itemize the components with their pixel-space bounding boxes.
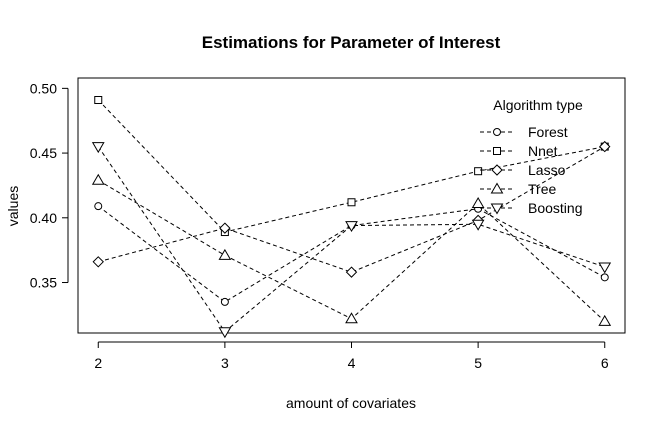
- legend-item-boosting: Boosting: [480, 200, 582, 216]
- legend-item-tree: Tree: [480, 181, 556, 197]
- x-tick-label: 3: [221, 355, 229, 371]
- boosting-point: [345, 221, 358, 233]
- forest-line: [97, 205, 605, 303]
- x-tick-label: 6: [601, 355, 609, 371]
- boosting-point: [91, 142, 105, 154]
- lasso-point: [599, 140, 611, 153]
- legend-marker-nnet: [493, 147, 501, 155]
- axes: 2 3 4 5 6 0.35 0.40 0.45 0.50: [30, 80, 609, 371]
- lasso-point: [219, 222, 231, 234]
- legend-marker-lasso: [491, 164, 503, 176]
- legend-marker-forest: [493, 128, 501, 136]
- series-group: [91, 96, 612, 339]
- y-axis-label: values: [5, 186, 21, 226]
- boosting-point: [218, 327, 232, 339]
- x-tick-label: 4: [348, 355, 356, 371]
- tree-point: [598, 314, 612, 326]
- nnet-line: [97, 99, 605, 233]
- legend-item-nnet: Nnet: [480, 143, 558, 159]
- x-axis-label: amount of covariates: [286, 395, 416, 411]
- legend-label: Tree: [528, 181, 556, 197]
- lasso-line: [98, 146, 605, 273]
- forest-point: [94, 202, 103, 211]
- y-tick-label: 0.35: [30, 275, 57, 291]
- y-tick-label: 0.50: [30, 80, 57, 96]
- legend-label: Lasso: [528, 162, 566, 178]
- nnet-point: [347, 198, 356, 207]
- legend: Algorithm type Forest Nnet Lasso Tree Boosti…: [480, 97, 583, 216]
- y-tick-label: 0.40: [30, 210, 57, 226]
- boosting-point: [471, 219, 485, 231]
- nnet-point: [474, 167, 483, 176]
- nnet-point: [94, 96, 103, 105]
- forest-point: [600, 273, 609, 282]
- forest-point: [220, 297, 229, 306]
- x-tick-label: 5: [474, 355, 482, 371]
- tree-point: [91, 173, 105, 185]
- legend-marker-boosting: [490, 203, 504, 215]
- boosting-point: [598, 262, 612, 274]
- series-forest: [94, 202, 609, 306]
- tree-point: [471, 197, 485, 209]
- chart-title: Estimations for Parameter of Interest: [202, 33, 501, 52]
- lasso-point: [92, 256, 104, 268]
- legend-label: Forest: [528, 124, 568, 140]
- y-tick-label: 0.45: [30, 145, 57, 161]
- legend-label: Nnet: [528, 143, 558, 159]
- tree-point: [218, 248, 232, 260]
- series-tree: [91, 173, 612, 326]
- series-boosting: [91, 142, 612, 339]
- legend-item-lasso: Lasso: [480, 162, 566, 178]
- legend-label: Boosting: [528, 200, 582, 216]
- x-tick-label: 2: [94, 355, 102, 371]
- legend-marker-tree: [490, 182, 504, 194]
- plot-frame: [77, 77, 626, 334]
- legend-item-forest: Forest: [480, 124, 568, 140]
- tree-point: [345, 312, 358, 324]
- lasso-point: [345, 266, 358, 278]
- boosting-line: [97, 146, 605, 333]
- legend-title: Algorithm type: [493, 97, 583, 113]
